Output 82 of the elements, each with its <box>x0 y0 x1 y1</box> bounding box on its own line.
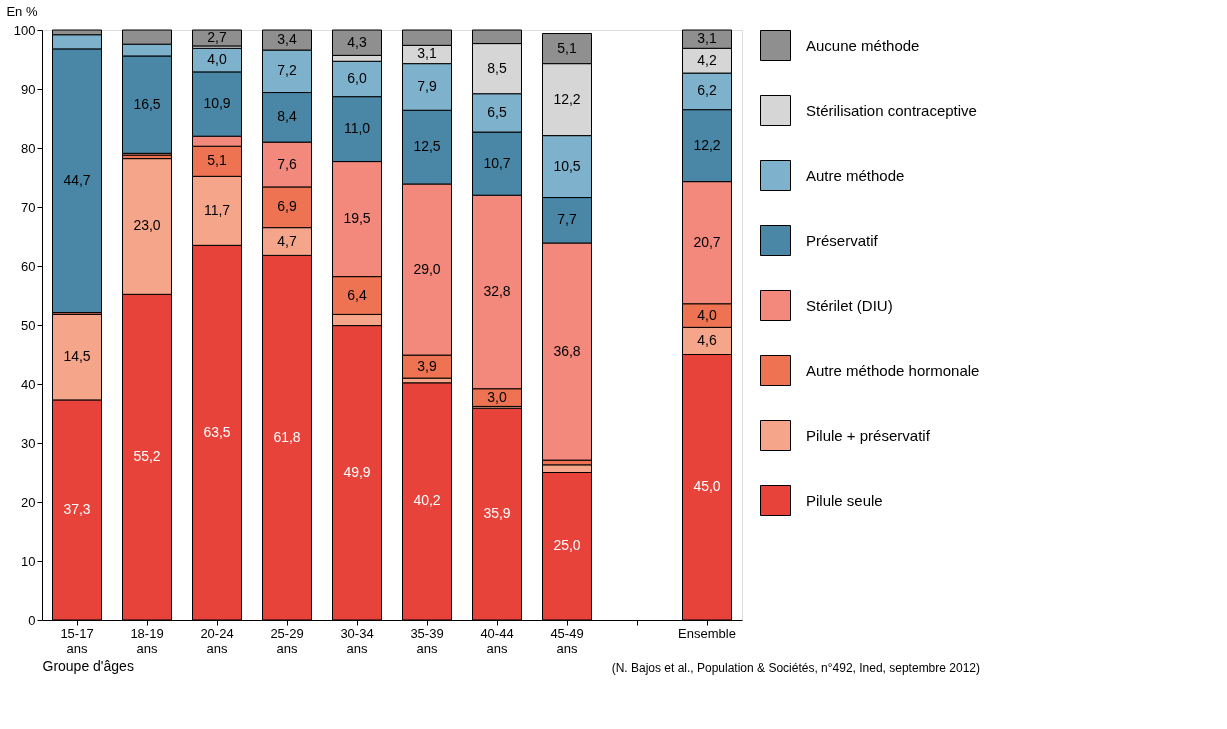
x-tick-label: 45-49 ans <box>550 625 584 656</box>
x-tick-label: 35-39 ans <box>410 625 444 656</box>
legend-label: Préservatif <box>806 231 879 249</box>
data-label: 37,3 <box>63 500 91 517</box>
y-tick-label: 80 <box>21 140 36 156</box>
data-label: 7,9 <box>417 77 437 94</box>
y-tick-label: 50 <box>21 317 36 333</box>
x-tick-label: 20-24 ans <box>200 625 234 656</box>
data-label: 11,0 <box>343 120 371 137</box>
data-label: 6,0 <box>347 69 367 86</box>
data-label: 6,5 <box>487 103 507 120</box>
y-axis-title: En % <box>6 3 38 19</box>
data-label: 20,7 <box>693 233 721 250</box>
data-label: 5,1 <box>557 39 577 56</box>
y-tick-label: 90 <box>21 81 36 97</box>
data-label: 3,0 <box>487 388 507 405</box>
data-label: 3,1 <box>417 45 437 62</box>
data-label: 35,9 <box>483 505 511 522</box>
x-tick-label: 25-29 ans <box>270 625 304 656</box>
data-label: 29,0 <box>413 260 441 277</box>
data-label: 7,7 <box>557 211 577 228</box>
data-label: 12,2 <box>553 90 581 107</box>
data-label: 6,4 <box>347 286 367 303</box>
text: (N. Bajos et al., Population & Sociétés, n°492, Ined, septembre 2012) <box>611 661 980 675</box>
data-label: 4,0 <box>207 51 227 68</box>
data-label: 7,6 <box>277 155 297 172</box>
x-tick-label: Ensemble <box>678 625 736 641</box>
data-label: 11,7 <box>203 201 231 218</box>
data-label: 36,8 <box>553 342 581 359</box>
data-label: 49,9 <box>343 463 371 480</box>
data-label: 23,0 <box>133 217 161 234</box>
data-label: 3,9 <box>417 357 437 374</box>
legend-label: Autre méthode <box>806 166 905 184</box>
data-label: 4,0 <box>697 306 717 323</box>
data-label: 10,9 <box>203 95 231 112</box>
data-label: 61,8 <box>273 428 301 445</box>
data-label: 40,2 <box>413 492 441 509</box>
data-label: 4,6 <box>697 331 717 348</box>
y-tick-label: 40 <box>21 376 36 392</box>
data-label: 12,5 <box>413 138 441 155</box>
y-tick-label: 70 <box>21 199 36 215</box>
data-label: 25,0 <box>553 537 581 554</box>
y-tick-label: 0 <box>28 612 36 628</box>
data-label: 45,0 <box>693 478 721 495</box>
data-label: 3,4 <box>277 31 297 48</box>
y-tick-label: 30 <box>21 435 36 451</box>
data-label: 8,4 <box>277 108 297 125</box>
data-label: 16,5 <box>133 95 161 112</box>
data-label: 44,7 <box>63 171 91 188</box>
data-label: 6,2 <box>697 82 717 99</box>
y-tick-label: 60 <box>21 258 36 274</box>
legend-label: Autre méthode hormonale <box>806 361 980 379</box>
x-tick-label: 40-44 ans <box>480 625 514 656</box>
legend-label: Aucune méthode <box>806 36 920 54</box>
x-axis-title: Groupe d'âges <box>42 657 134 674</box>
y-tick-label: 100 <box>13 22 36 38</box>
data-label: 4,7 <box>277 232 297 249</box>
data-label: 2,7 <box>207 28 227 45</box>
data-label: 8,5 <box>487 59 507 76</box>
data-label: 4,2 <box>697 51 717 68</box>
data-label: 55,2 <box>133 448 161 465</box>
y-tick-label: 10 <box>21 553 36 569</box>
y-tick-label: 20 <box>21 494 36 510</box>
legend-label: Pilule seule <box>806 491 883 509</box>
data-label: 4,3 <box>347 33 367 50</box>
x-tick-label: 18-19 ans <box>130 625 164 656</box>
data-label: 3,1 <box>697 30 717 47</box>
legend-label: Pilule + préservatif <box>806 426 931 444</box>
data-label: 10,5 <box>553 157 581 174</box>
data-label: 5,1 <box>207 152 227 169</box>
data-label: 6,9 <box>277 198 297 215</box>
x-tick-label: 15-17 ans <box>60 625 94 656</box>
data-label: 63,5 <box>203 423 231 440</box>
data-label: 19,5 <box>343 210 371 227</box>
legend-label: Stérilisation contraceptive <box>806 101 977 119</box>
legend-label: Stérilet (DIU) <box>806 296 893 314</box>
data-label: 14,5 <box>63 348 91 365</box>
data-label: 12,2 <box>693 136 721 153</box>
data-label: 10,7 <box>483 154 511 171</box>
x-tick-label: 30-34 ans <box>340 625 374 656</box>
data-label: 7,2 <box>277 62 297 79</box>
data-label: 32,8 <box>483 282 511 299</box>
